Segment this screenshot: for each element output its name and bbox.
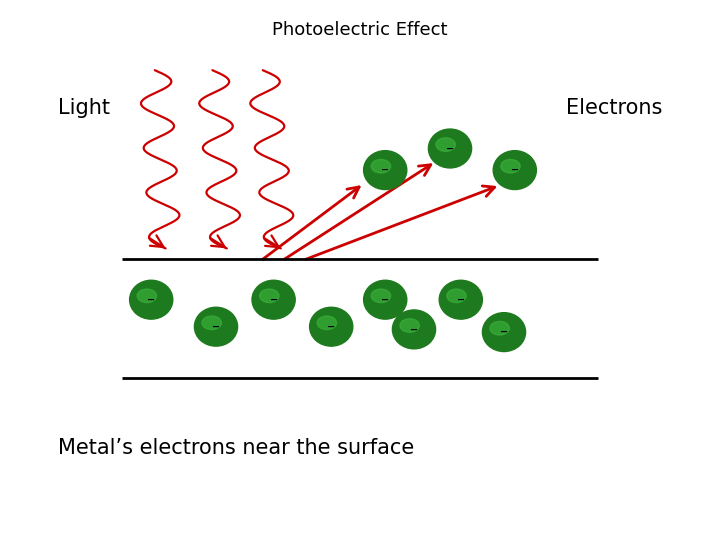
Text: Photoelectric Effect: Photoelectric Effect [272, 21, 448, 39]
Text: −: − [147, 295, 156, 305]
Ellipse shape [436, 138, 456, 151]
Ellipse shape [371, 289, 391, 302]
Ellipse shape [130, 280, 173, 319]
Text: Metal’s electrons near the surface: Metal’s electrons near the surface [58, 438, 414, 458]
Text: −: − [446, 144, 454, 153]
Text: −: − [212, 322, 220, 332]
Ellipse shape [364, 151, 407, 190]
Text: −: − [456, 295, 465, 305]
Ellipse shape [364, 280, 407, 319]
Text: −: − [381, 165, 390, 175]
Ellipse shape [446, 289, 467, 302]
Ellipse shape [400, 319, 419, 332]
Ellipse shape [482, 313, 526, 352]
Ellipse shape [490, 321, 510, 335]
Ellipse shape [194, 307, 238, 346]
Text: −: − [500, 327, 508, 337]
Ellipse shape [500, 159, 520, 173]
Text: −: − [510, 165, 519, 175]
Ellipse shape [439, 280, 482, 319]
Ellipse shape [317, 316, 337, 329]
Ellipse shape [310, 307, 353, 346]
Text: Light: Light [58, 98, 109, 118]
Ellipse shape [252, 280, 295, 319]
Ellipse shape [202, 316, 222, 329]
Ellipse shape [428, 129, 472, 168]
Text: Electrons: Electrons [566, 98, 662, 118]
Ellipse shape [392, 310, 436, 349]
Text: −: − [410, 325, 418, 334]
Text: −: − [269, 295, 278, 305]
Ellipse shape [137, 289, 157, 302]
Ellipse shape [259, 289, 279, 302]
Text: −: − [327, 322, 336, 332]
Ellipse shape [371, 159, 391, 173]
Ellipse shape [493, 151, 536, 190]
Text: −: − [381, 295, 390, 305]
